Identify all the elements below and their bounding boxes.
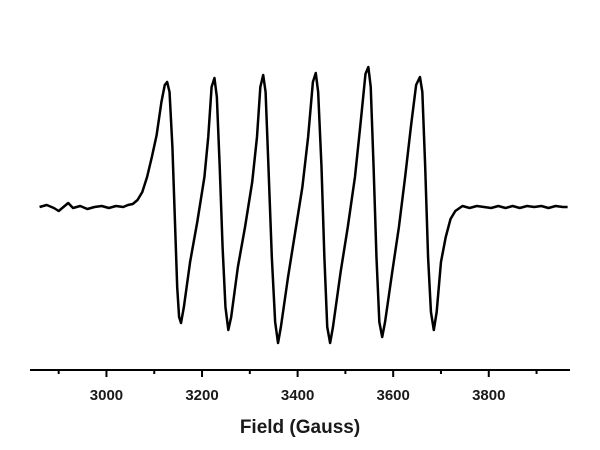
x-tick-label: 3200 bbox=[185, 387, 218, 404]
x-tick-label: 3000 bbox=[90, 387, 123, 404]
x-tick-label: 3400 bbox=[281, 387, 314, 404]
x-tick-label: 3600 bbox=[376, 387, 409, 404]
x-tick-label: 3800 bbox=[472, 387, 505, 404]
x-axis-label: Field (Gauss) bbox=[240, 417, 360, 438]
spectrum-line bbox=[39, 65, 568, 345]
